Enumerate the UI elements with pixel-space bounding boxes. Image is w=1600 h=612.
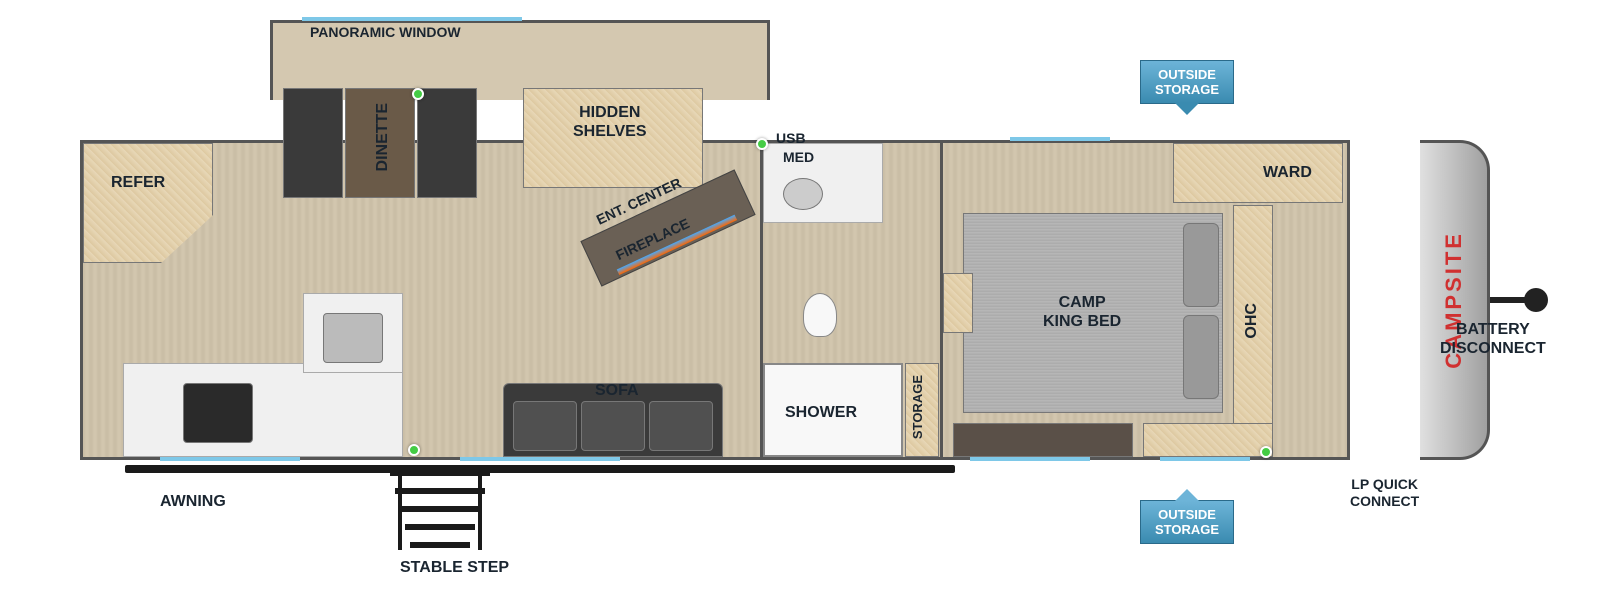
battery-disconnect-label: BATTERY DISCONNECT [1440,320,1546,358]
window-marker [302,17,522,21]
bath-sink [783,178,823,210]
pillow-2 [1183,315,1219,399]
med-label: MED [783,149,814,166]
refer-label: REFER [111,173,165,192]
usb-dot [408,444,420,456]
usb-dot [1260,446,1272,458]
nightstand [943,273,973,333]
entry-steps [390,470,490,550]
front-cap: CAMPSITE [1420,140,1490,460]
rv-floorplan: REFER DINETTE HIDDEN SHELVES ENT. CENTER… [80,80,1420,470]
storage-label: STORAGE [910,375,926,439]
bed-label: CAMP KING BED [1043,293,1121,331]
ward-label: WARD [1263,163,1312,182]
stove [183,383,253,443]
toilet [803,293,837,337]
pillow-1 [1183,223,1219,307]
dinette-seat-right [417,88,477,198]
refer-cabinet [83,143,213,263]
outside-storage-bottom-box: OUTSIDE STORAGE [1140,500,1234,544]
window-marker [1160,457,1250,461]
usb-dot [412,88,424,100]
awning-bar [125,465,955,473]
kitchen-counter [123,363,403,457]
kitchen-sink [323,313,383,363]
lp-quick-connect-label: LP QUICK CONNECT [1350,476,1419,510]
sofa-label: SOFA [595,381,639,400]
dinette-seat-left [283,88,343,198]
window-marker [460,457,620,461]
hitch [1490,280,1540,320]
wardrobe [1173,143,1343,203]
bedroom-cabinet [1143,423,1273,457]
panoramic-window-label: PANORAMIC WINDOW [310,24,461,41]
outside-storage-bottom: OUTSIDE STORAGE [1140,500,1234,544]
ohc-label: OHC [1242,303,1261,339]
sofa-cushion-3 [649,401,713,451]
tv-mount-area [953,423,1133,457]
window-marker [160,457,300,461]
window-marker [970,457,1090,461]
window-marker [1010,137,1110,141]
outside-storage-top-box: OUTSIDE STORAGE [1140,60,1234,104]
sofa-cushion-1 [513,401,577,451]
dinette-label: DINETTE [373,103,392,171]
stable-step-label: STABLE STEP [400,558,509,577]
usb-dot [756,138,768,150]
shower-label: SHOWER [785,403,857,422]
trailer-body: REFER DINETTE HIDDEN SHELVES ENT. CENTER… [80,140,1350,460]
sofa-cushion-2 [581,401,645,451]
hidden-shelves-label: HIDDEN SHELVES [573,103,647,141]
outside-storage-top: OUTSIDE STORAGE [1140,60,1234,104]
usb-label: USB [776,130,806,147]
awning-label: AWNING [160,492,226,511]
med-cabinet [763,143,883,223]
